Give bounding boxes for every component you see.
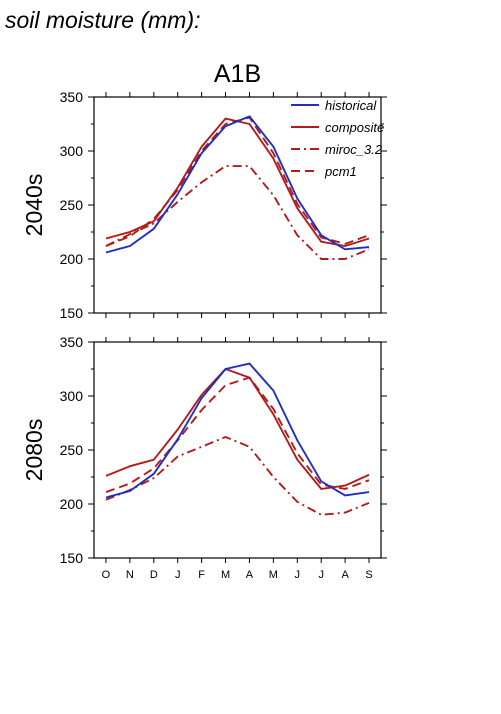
chart-panel-2: 150 200 250 300 350 O N D J F M A M J J A S 2080s (21, 334, 387, 581)
series-line-historical (105, 115, 370, 254)
x-tick-label: S (365, 569, 372, 581)
y-tick-label: 300 (60, 143, 84, 159)
y-tick-label: 350 (60, 89, 84, 105)
plot-frame (93, 341, 382, 559)
series-line-historical (105, 362, 370, 499)
y-tick-label: 150 (60, 305, 84, 321)
legend-label: historical (325, 98, 377, 113)
y-tick-label: 350 (60, 334, 84, 350)
x-tick-label: J (318, 569, 324, 581)
x-tick-label: A (246, 569, 254, 581)
x-tick-label: N (126, 569, 134, 581)
series-line-pcm1 (105, 376, 370, 493)
x-tick-label: M (221, 569, 230, 581)
x-tick-label: F (198, 569, 205, 581)
chart-panel-1: 150 200 250 300 350 2040s (21, 89, 387, 321)
series-line-miroc-3-2 (105, 436, 370, 516)
y-tick-label: 250 (60, 197, 84, 213)
y-tick-label: 200 (60, 496, 84, 512)
legend-label: composite (325, 120, 384, 135)
legend-label: miroc_3.2 (325, 142, 383, 157)
legend: historical composite miroc_3.2 pcm1 (291, 98, 384, 179)
y-tick-label: 250 (60, 442, 84, 458)
x-tick-label: A (341, 569, 349, 581)
panels: 150 200 250 300 350 2040s 150 200 250 300 350 O N D J F… (21, 89, 387, 581)
legend-label: pcm1 (324, 164, 357, 179)
page-heading: soil moisture (mm): (5, 7, 201, 33)
y-tick-label: 200 (60, 251, 84, 267)
y-tick-label: 150 (60, 550, 84, 566)
series-line-composite (105, 368, 370, 490)
chart-title: A1B (214, 60, 261, 88)
x-tick-label: J (175, 569, 181, 581)
x-tick-label: D (150, 569, 158, 581)
series-line-miroc-3-2 (105, 165, 370, 260)
y-axis-label: 2040s (21, 174, 47, 237)
x-tick-label: O (102, 569, 111, 581)
y-axis-label: 2080s (21, 419, 47, 482)
x-tick-label: M (269, 569, 278, 581)
x-tick-label: J (295, 569, 301, 581)
y-tick-label: 300 (60, 388, 84, 404)
